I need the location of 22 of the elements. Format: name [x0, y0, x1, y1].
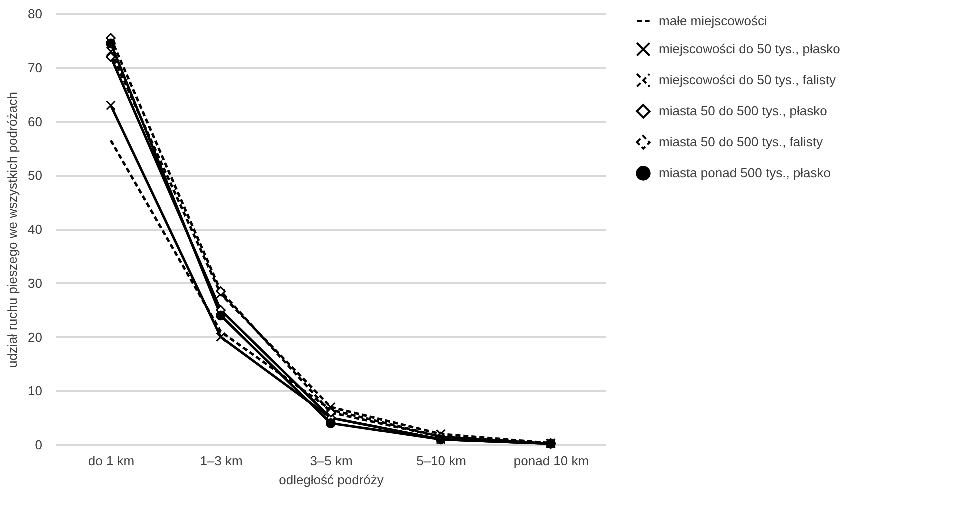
y-tick-label: 0 [35, 438, 42, 452]
y-tick-label: 20 [28, 330, 42, 345]
y-tick-label: 80 [28, 6, 42, 22]
x-tick-label: 5–10 km [416, 454, 466, 468]
y-axis-title: udział ruchu pieszego we wszystkich podróżach [5, 92, 20, 368]
y-tick-label: 40 [28, 222, 42, 237]
y-tick-label: 50 [28, 168, 42, 184]
legend-label: miasta 50 do 500 tys., płasko [659, 104, 828, 118]
y-tick-label: 60 [28, 114, 42, 130]
legend-label: miasta ponad 500 tys., płasko [659, 166, 831, 180]
y-tick-label: 70 [28, 60, 42, 76]
legend-label: małe miejscowości [659, 14, 768, 28]
x-tick-label: do 1 km [88, 454, 135, 468]
legend-label: miasta 50 do 500 tys., falisty [659, 134, 824, 150]
legend-label: miejscowości do 50 tys., falisty [659, 72, 837, 88]
x-tick-label: 3–5 km [310, 454, 353, 468]
x-tick-label: ponad 10 km [514, 454, 590, 468]
y-tick-label: 30 [28, 276, 42, 291]
legend-label: miejscowości do 50 tys., płasko [659, 42, 840, 56]
y-tick-label: 10 [28, 384, 42, 399]
x-tick-label: 1–3 km [200, 454, 243, 468]
x-axis-title: odległość podróży [279, 472, 384, 488]
